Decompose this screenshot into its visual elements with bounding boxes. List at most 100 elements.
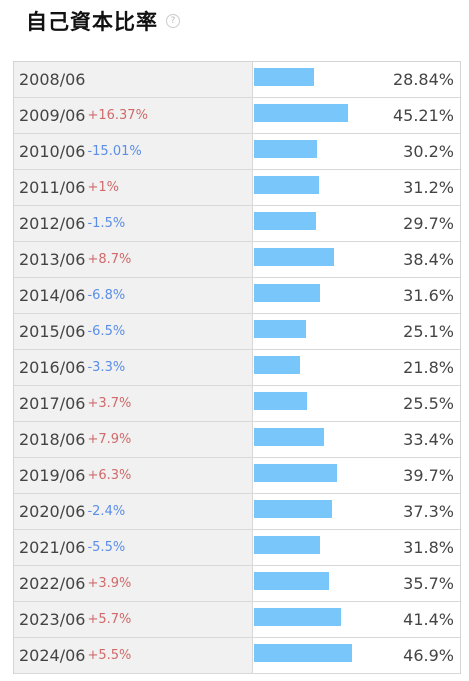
- year-label: 2023/06: [19, 610, 86, 629]
- bar-cell: 38.4%: [254, 242, 460, 277]
- year-label: 2012/06: [19, 214, 86, 233]
- change-label: -6.5%: [87, 324, 126, 339]
- bar-cell: 29.7%: [254, 206, 460, 241]
- chart-title: 自己資本比率: [26, 10, 158, 34]
- bar-cell: 28.84%: [254, 62, 460, 97]
- year-cell: 2011/06 +1%: [14, 170, 253, 205]
- ratio-bar: [254, 212, 316, 230]
- bar-cell: 33.4%: [254, 422, 460, 457]
- year-label: 2024/06: [19, 646, 86, 665]
- table-row: 2024/06 +5.5% 46.9%: [14, 638, 460, 674]
- year-label: 2019/06: [19, 466, 86, 485]
- change-label: +3.7%: [87, 396, 132, 411]
- bar-cell: 37.3%: [254, 494, 460, 529]
- year-label: 2018/06: [19, 430, 86, 449]
- ratio-bar: [254, 248, 334, 266]
- value-label: 39.7%: [403, 466, 454, 485]
- year-cell: 2018/06 +7.9%: [14, 422, 253, 457]
- bar-cell: 41.4%: [254, 602, 460, 637]
- change-label: +5.5%: [87, 648, 132, 663]
- ratio-bar: [254, 104, 348, 122]
- year-cell: 2019/06 +6.3%: [14, 458, 253, 493]
- ratio-bar: [254, 428, 324, 446]
- year-cell: 2010/06 -15.01%: [14, 134, 253, 169]
- bar-cell: 25.1%: [254, 314, 460, 349]
- year-cell: 2013/06 +8.7%: [14, 242, 253, 277]
- bar-cell: 30.2%: [254, 134, 460, 169]
- ratio-bar: [254, 608, 341, 626]
- value-label: 21.8%: [403, 358, 454, 377]
- value-label: 46.9%: [403, 646, 454, 665]
- table-row: 2009/06 +16.37% 45.21%: [14, 98, 460, 134]
- table-row: 2021/06 -5.5% 31.8%: [14, 530, 460, 566]
- bar-cell: 25.5%: [254, 386, 460, 421]
- bar-cell: 39.7%: [254, 458, 460, 493]
- value-label: 31.8%: [403, 538, 454, 557]
- bar-cell: 46.9%: [254, 638, 460, 673]
- table-row: 2012/06 -1.5% 29.7%: [14, 206, 460, 242]
- year-cell: 2021/06 -5.5%: [14, 530, 253, 565]
- change-label: +6.3%: [87, 468, 132, 483]
- change-label: +16.37%: [87, 108, 148, 123]
- table-row: 2020/06 -2.4% 37.3%: [14, 494, 460, 530]
- value-label: 29.7%: [403, 214, 454, 233]
- year-cell: 2014/06 -6.8%: [14, 278, 253, 313]
- ratio-bar: [254, 572, 329, 590]
- table-row: 2017/06 +3.7% 25.5%: [14, 386, 460, 422]
- year-label: 2008/06: [19, 70, 86, 89]
- year-label: 2015/06: [19, 322, 86, 341]
- bar-cell: 31.2%: [254, 170, 460, 205]
- ratio-bar: [254, 68, 314, 86]
- year-cell: 2016/06 -3.3%: [14, 350, 253, 385]
- ratio-bar: [254, 284, 320, 302]
- bar-cell: 31.8%: [254, 530, 460, 565]
- value-label: 35.7%: [403, 574, 454, 593]
- table-row: 2010/06 -15.01% 30.2%: [14, 134, 460, 170]
- change-label: +7.9%: [87, 432, 132, 447]
- year-cell: 2012/06 -1.5%: [14, 206, 253, 241]
- ratio-bar: [254, 536, 320, 554]
- change-label: -5.5%: [87, 540, 126, 555]
- value-label: 38.4%: [403, 250, 454, 269]
- year-label: 2017/06: [19, 394, 86, 413]
- year-cell: 2023/06 +5.7%: [14, 602, 253, 637]
- year-label: 2013/06: [19, 250, 86, 269]
- year-cell: 2009/06 +16.37%: [14, 98, 253, 133]
- year-cell: 2017/06 +3.7%: [14, 386, 253, 421]
- year-label: 2014/06: [19, 286, 86, 305]
- value-label: 31.2%: [403, 178, 454, 197]
- ratio-table: 2008/06 28.84% 2009/06 +16.37% 45.21% 2010/06…: [13, 61, 461, 674]
- ratio-bar: [254, 320, 306, 338]
- table-row: 2019/06 +6.3% 39.7%: [14, 458, 460, 494]
- value-label: 33.4%: [403, 430, 454, 449]
- table-row: 2022/06 +3.9% 35.7%: [14, 566, 460, 602]
- year-label: 2011/06: [19, 178, 86, 197]
- table-row: 2008/06 28.84%: [14, 62, 460, 98]
- year-cell: 2022/06 +3.9%: [14, 566, 253, 601]
- year-cell: 2024/06 +5.5%: [14, 638, 253, 673]
- change-label: +3.9%: [87, 576, 132, 591]
- value-label: 41.4%: [403, 610, 454, 629]
- year-label: 2009/06: [19, 106, 86, 125]
- year-cell: 2008/06: [14, 62, 253, 97]
- table-row: 2014/06 -6.8% 31.6%: [14, 278, 460, 314]
- table-row: 2023/06 +5.7% 41.4%: [14, 602, 460, 638]
- ratio-bar: [254, 644, 352, 662]
- change-label: -1.5%: [87, 216, 126, 231]
- value-label: 45.21%: [392, 106, 454, 125]
- year-cell: 2020/06 -2.4%: [14, 494, 253, 529]
- table-row: 2015/06 -6.5% 25.1%: [14, 314, 460, 350]
- ratio-bar: [254, 500, 332, 518]
- question-circle-icon[interactable]: ?: [166, 14, 180, 28]
- table-row: 2016/06 -3.3% 21.8%: [14, 350, 460, 386]
- bar-cell: 21.8%: [254, 350, 460, 385]
- value-label: 28.84%: [392, 70, 454, 89]
- value-label: 37.3%: [403, 502, 454, 521]
- year-label: 2016/06: [19, 358, 86, 377]
- bar-cell: 31.6%: [254, 278, 460, 313]
- ratio-bar: [254, 392, 307, 410]
- year-label: 2010/06: [19, 142, 86, 161]
- year-label: 2021/06: [19, 538, 86, 557]
- ratio-bar: [254, 356, 300, 374]
- chart-header: 自己資本比率 ?: [26, 4, 180, 38]
